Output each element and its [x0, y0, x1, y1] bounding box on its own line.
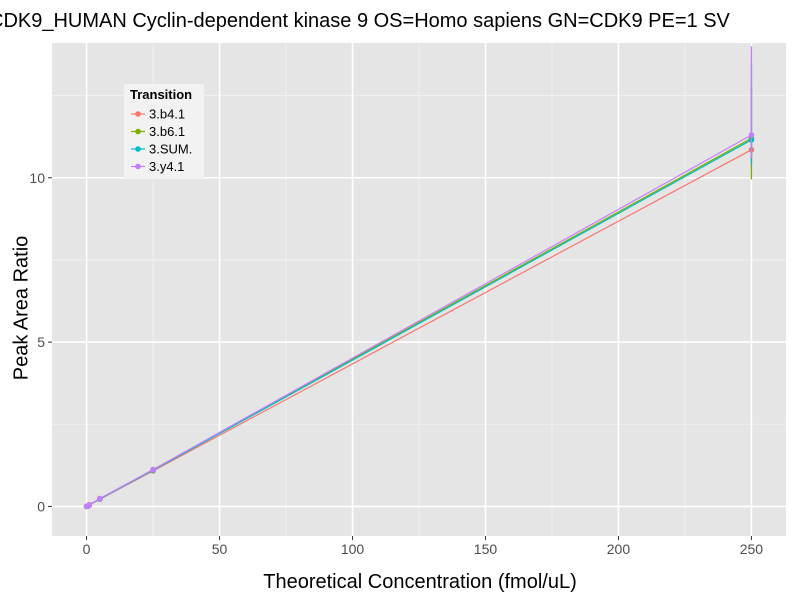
x-tick-label: 250 — [740, 541, 764, 557]
legend-key-point — [135, 146, 141, 152]
series-layer — [83, 46, 755, 510]
legend-label: 3.b6.1 — [149, 124, 185, 139]
legend-label: 3.b4.1 — [149, 107, 185, 122]
data-point — [748, 132, 755, 138]
legend-label: 3.SUM. — [149, 142, 192, 157]
x-axis-ticks: 0 50 100 150 200 250 — [83, 536, 764, 557]
legend-items: 3.b4.1 3.b6.1 3.SUM. 3.y4.1 — [131, 107, 192, 174]
data-point — [97, 495, 103, 502]
legend: Transition 3.b4.1 3.b6.1 3.SUM. 3.y4.1 — [124, 84, 204, 178]
x-tick-label: 150 — [474, 541, 498, 557]
y-tick-label: 5 — [37, 334, 45, 350]
x-axis-label: Theoretical Concentration (fmol/uL) — [263, 571, 577, 593]
legend-label: 3.y4.1 — [149, 159, 184, 174]
grid-major — [52, 43, 786, 536]
legend-title: Transition — [130, 87, 192, 102]
x-tick-label: 100 — [341, 541, 365, 557]
x-tick-label: 0 — [83, 541, 91, 557]
data-point — [86, 501, 93, 508]
legend-key-point — [135, 163, 141, 170]
x-tick-label: 200 — [607, 541, 631, 557]
y-tick-label: 0 — [37, 498, 45, 514]
y-tick-label: 10 — [29, 170, 45, 186]
legend-key-point — [135, 111, 141, 117]
data-point — [150, 466, 156, 473]
chart-title: CDK9_HUMAN Cyclin-dependent kinase 9 OS=… — [0, 10, 730, 32]
x-tick-label: 50 — [212, 541, 228, 557]
legend-key-point — [135, 128, 141, 135]
y-axis-ticks: 0 5 10 — [29, 170, 52, 514]
